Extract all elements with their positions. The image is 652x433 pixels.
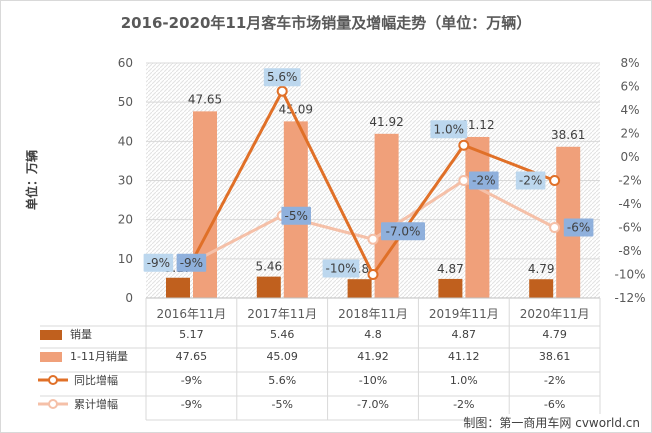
table-cell: 5.6% (268, 374, 296, 387)
legend-key-ytd (40, 352, 62, 362)
point-yoy-growth (367, 269, 379, 280)
y2-tick-label: 8% (620, 56, 639, 70)
yoy-label-box (143, 253, 174, 272)
table-cell: 41.12 (448, 350, 480, 363)
legend-key-marker (48, 375, 58, 385)
point-cumulative-growth (549, 222, 561, 233)
y2-tick-label: -12% (614, 291, 645, 305)
table-cell: -2% (453, 398, 474, 411)
x-category-label: 2017年11月 (247, 307, 317, 321)
bar-sales (256, 276, 281, 298)
y-axis-label: 单位：万辆 (24, 150, 39, 210)
x-category-label: 2016年11月 (156, 307, 226, 321)
y-tick-label: 30 (118, 174, 133, 188)
y-tick-label: 40 (118, 134, 133, 148)
table-cell: -2% (544, 374, 565, 387)
bar-sales-label: 5.46 (255, 260, 282, 274)
yoy-point-label: -10% (325, 262, 356, 276)
table-cell: -9% (181, 374, 202, 387)
y-tick-label: 0 (125, 291, 133, 305)
cum-point-label: -9% (180, 256, 203, 270)
y2-tick-label: 6% (620, 80, 639, 94)
bar-sales-label: 4.79 (528, 262, 555, 276)
yoy-point-label: -2% (519, 174, 542, 188)
point-cumulative-growth (367, 233, 379, 245)
cum-label-box (281, 206, 311, 225)
cum-label-box (381, 222, 425, 241)
yoy-label-box (515, 171, 546, 190)
table-cell: 1.0% (450, 374, 478, 387)
y-tick-label: 60 (118, 56, 133, 70)
yoy-label-box (322, 259, 360, 278)
x-category-label: 2018年11月 (338, 307, 408, 321)
cum-point-label: -5% (285, 209, 308, 223)
point-cumulative-growth (458, 175, 470, 186)
bar-ytd-sales (374, 133, 399, 298)
yoy-point-label: 1.0% (434, 122, 465, 136)
y2-tick-label: -8% (618, 244, 641, 258)
y2-tick-label: 4% (620, 103, 639, 117)
legend-key-sales (40, 330, 62, 340)
table-cell: 4.87 (452, 328, 477, 341)
x-category-label: 2019年11月 (429, 307, 499, 321)
point-yoy-growth (276, 85, 288, 97)
y2-tick-label: -2% (618, 174, 641, 188)
bar-ytd-sales (465, 136, 490, 298)
cum-label-box (563, 218, 594, 237)
y-tick-label: 20 (118, 213, 133, 227)
watermark: 制图：第一商用车网 cvworld.cn (463, 415, 640, 430)
table-cell: 47.65 (176, 350, 208, 363)
table-cell: 45.09 (266, 350, 298, 363)
table-cell: 5.46 (270, 328, 295, 341)
table-cell: 4.8 (364, 328, 382, 341)
bar-sales (529, 279, 554, 298)
legend-label: 累计增幅 (74, 397, 118, 411)
cum-point-label: -7.0% (386, 224, 421, 238)
y2-tick-label: 0% (620, 150, 639, 164)
cum-point-label: -2% (472, 174, 495, 188)
y2-tick-label: -10% (614, 268, 645, 282)
bar-ytd-label: 45.09 (279, 102, 313, 116)
table-cell: -10% (359, 374, 387, 387)
legend-label: 1-11月销量 (70, 349, 128, 363)
yoy-label-box (263, 68, 301, 87)
point-yoy-growth (549, 175, 561, 186)
y-tick-label: 50 (118, 95, 133, 109)
table-cell: 41.92 (357, 350, 389, 363)
cum-point-label: -6% (567, 221, 590, 235)
yoy-label-box (430, 120, 468, 139)
table-cell: -5% (271, 398, 292, 411)
legend-label: 同比增幅 (74, 373, 118, 387)
bar-ytd-label: 41.12 (460, 118, 494, 132)
table-cell: -9% (181, 398, 202, 411)
yoy-point-label: -9% (147, 256, 170, 270)
y2-tick-label: -4% (618, 197, 641, 211)
table-cell: -6% (544, 398, 565, 411)
x-category-label: 2020年11月 (520, 307, 590, 321)
legend-key-marker (48, 399, 58, 409)
y2-tick-label: -6% (618, 221, 641, 235)
cum-label-box (469, 171, 499, 190)
bar-sales (347, 279, 372, 298)
legend-label: 销量 (70, 327, 92, 341)
bar-ytd-label: 47.65 (188, 92, 222, 106)
table-cell: 38.61 (539, 350, 571, 363)
bar-ytd-label: 38.61 (551, 128, 585, 142)
bar-sales-label: 4.87 (437, 262, 464, 276)
point-yoy-growth (458, 139, 470, 151)
cum-label-box (176, 253, 207, 272)
y2-tick-label: 2% (620, 127, 639, 141)
table-cell: 5.17 (179, 328, 204, 341)
table-cell: -7.0% (357, 398, 389, 411)
bar-sales (438, 278, 463, 298)
table-cell: 4.79 (542, 328, 567, 341)
watermark-bg (465, 414, 645, 430)
yoy-point-label: 5.6% (267, 70, 298, 84)
bar-sales (166, 277, 190, 298)
y-tick-label: 10 (118, 252, 133, 266)
chart-title: 2016-2020年11月客车市场销量及增幅走势（单位：万辆） (121, 14, 532, 32)
bar-ytd-label: 41.92 (369, 115, 403, 129)
